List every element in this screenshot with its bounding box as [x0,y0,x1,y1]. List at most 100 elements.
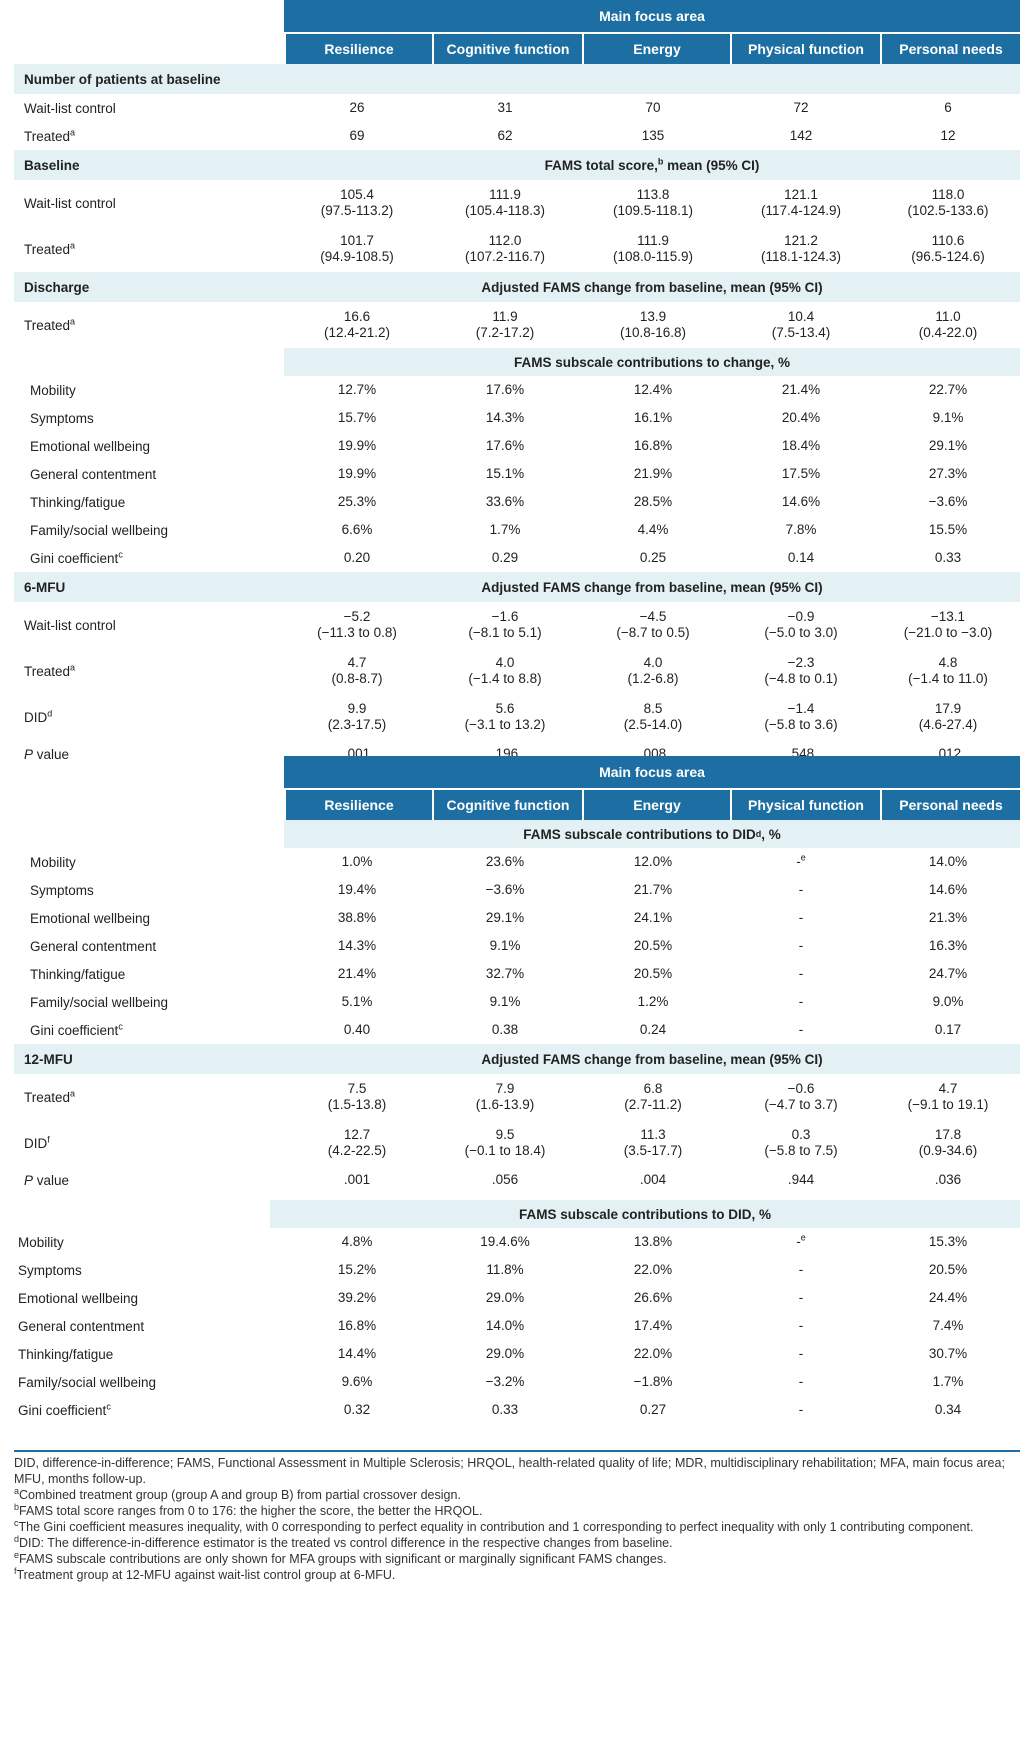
cell: 0.40 [343,1022,371,1037]
cell: 0.3 (−5.8 to 7.5) [764,1127,838,1158]
cell: 13.9 (10.8-16.8) [619,309,687,340]
row-label: Gini coefficientc [30,1021,123,1038]
cell: 0.38 [491,1022,519,1037]
cell: 15.1% [485,466,525,481]
row-label: Treateda [24,316,76,333]
row-label: DIDf [24,1134,50,1151]
cell: 121.1 (117.4-124.9) [760,187,842,218]
cell: 11.8% [486,1262,524,1277]
cell: 4.7 (0.8-8.7) [331,655,383,686]
cell: 1.0% [341,854,373,869]
cell: 33.6% [485,494,525,509]
cell: 113.8 (109.5-118.1) [612,187,694,218]
cell: 111.9 (108.0-115.9) [612,233,694,264]
row-label: Mobility [30,382,76,398]
cell: 4.8% [341,1234,373,1249]
cell: 0.33 [491,1402,519,1417]
cell: 118.0 (102.5-133.6) [907,187,989,218]
cell: 14.0% [485,1318,525,1333]
cell: 23.6% [485,854,525,869]
footnote-c: cThe Gini coefficient measures inequalit… [14,1517,974,1534]
subsection-title: FAMS subscale contributions to DID, % [270,1200,1020,1228]
cell: 31 [497,100,513,115]
cell: 0.27 [639,1402,667,1417]
cell: 111.9 (105.4-118.3) [464,187,546,218]
cell: −3.6% [928,494,968,509]
col-header-personal: Personal needs [880,790,1020,820]
cell: 9.9 (2.3-17.5) [327,701,387,732]
cell: - [798,1262,804,1277]
main-focus-header: Main focus area [284,756,1020,788]
cell: 62 [497,128,513,143]
cell: 13.8% [633,1234,673,1249]
cell: - [798,994,804,1009]
cell: 38.8% [337,910,377,925]
table-row: Gini coefficientc 0.40 0.38 0.24 - 0.17 [14,1016,1020,1044]
cell: 0.34 [934,1402,962,1417]
cell: 9.6% [341,1374,373,1389]
row-label: Thinking/fatigue [30,966,126,982]
footnote-f: fTreatment group at 12-MFU against wait-… [14,1565,396,1582]
cell: 21.4% [781,382,821,397]
table-row: Family/social wellbeing 6.6% 1.7% 4.4% 7.8% 1… [14,516,1020,544]
cell: 11.9 (7.2-17.2) [475,309,535,340]
row-label: Thinking/fatigue [30,494,126,510]
cell: 0.25 [639,550,667,565]
cell: - [798,1402,804,1417]
cell: .056 [491,1172,519,1187]
col-header-energy: Energy [582,790,730,820]
cell: 1.7% [489,522,521,537]
cell: 12.4% [633,382,673,397]
cell: 142 [789,128,813,143]
table-row: Treateda 16.6 (12.4-21.2) 11.9 (7.2-17.2) … [14,302,1020,348]
cell: .001 [343,1172,371,1187]
cell: 12.0% [633,854,673,869]
row-label: Symptoms [18,1262,82,1278]
col-header-personal: Personal needs [880,34,1020,64]
discharge-subscale-rows: Mobility 12.7% 17.6% 12.4% 21.4% 22.7% Symptom… [14,376,1020,544]
table-row: General contentment 14.3% 9.1% 20.5% - 16.3% [14,932,1020,960]
row-label: General contentment [30,466,157,482]
col-header-cognitive: Cognitive function [432,790,582,820]
cell: .004 [639,1172,667,1187]
footnote-abbrev: DID, difference-in-difference; FAMS, Fun… [14,1456,1005,1486]
cell: 7.9 (1.6-13.9) [475,1081,535,1112]
cell: 20.5% [928,1262,968,1277]
cell: 112.0 (107.2-116.7) [464,233,546,264]
table-row: Treateda 4.7 (0.8-8.7) 4.0 (−1.4 to 8.8) 4… [14,648,1020,694]
table-row: P value .001 .056 .004 .944 .036 [14,1166,1020,1194]
cell: 21.7% [633,882,673,897]
cell: 17.6% [485,382,525,397]
cell: 20.4% [781,410,821,425]
cell: −2.3 (−4.8 to 0.1) [764,655,838,686]
cell: 21.4% [337,966,377,981]
cell: −1.4 (−5.8 to 3.6) [764,701,838,732]
row-label: Treateda [24,127,76,144]
cell: −1.8% [633,1374,673,1389]
row-label: Family/social wellbeing [30,994,169,1010]
cell: 26.6% [633,1290,673,1305]
cell: 0.17 [934,1022,962,1037]
col-header-physical: Physical function [730,34,880,64]
cell: 39.2% [337,1290,377,1305]
cell: 121.2 (118.1-124.3) [760,233,842,264]
cell: 24.7% [928,966,968,981]
cell: 24.1% [633,910,673,925]
col-header-energy: Energy [582,34,730,64]
row-label: P value [24,746,70,762]
cell: 4.7 (−9.1 to 19.1) [907,1081,989,1112]
row-label: P value [24,1172,70,1188]
cell: 29.1% [485,910,525,925]
cell: 4.0 (1.2-6.8) [627,655,679,686]
table-row: Emotional wellbeing 19.9% 17.6% 16.8% 18.4% 2… [14,432,1020,460]
section-title: Adjusted FAMS change from baseline, mean… [481,1051,823,1067]
cell: 19.4% [337,882,377,897]
cell: 0.14 [787,550,815,565]
cell: 28.5% [633,494,673,509]
cell: .036 [934,1172,962,1187]
cell: 12 [940,128,956,143]
row-label: DIDd [24,708,53,725]
col-header-cognitive: Cognitive function [432,34,582,64]
footnote-b: bFAMS total score ranges from 0 to 176: … [14,1501,483,1518]
row-label: Emotional wellbeing [18,1290,139,1306]
